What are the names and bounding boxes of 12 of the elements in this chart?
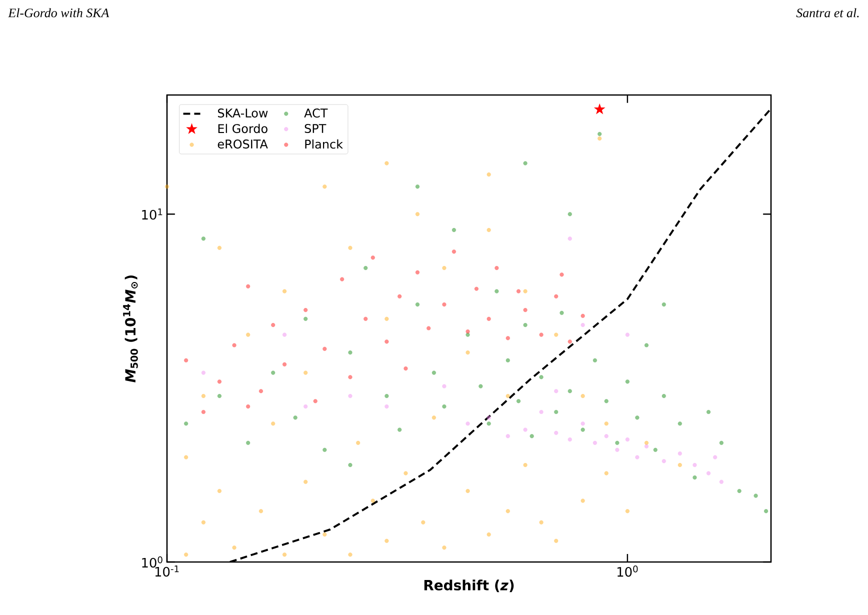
text: El-Gordo with SKA <box>8 8 110 18</box>
text: Santra et al. <box>796 8 859 18</box>
legend-label: ACT <box>304 108 328 118</box>
legend-label: SKA-Low <box>218 108 268 118</box>
legend-label: El Gordo <box>218 124 268 134</box>
x-tick-label: 10$^{-1}$ <box>155 566 179 577</box>
y-axis-title: M$_{500}$ (10$^{14}$M$_{⊙}$) <box>123 275 138 382</box>
x-axis-title: Redshift (z) <box>424 580 514 592</box>
legend-label: eROSITA <box>218 140 268 149</box>
y-tick-label: 10$^{1}$ <box>142 208 162 220</box>
legend-label: Planck <box>305 139 343 149</box>
legend-label: SPT <box>304 124 326 134</box>
